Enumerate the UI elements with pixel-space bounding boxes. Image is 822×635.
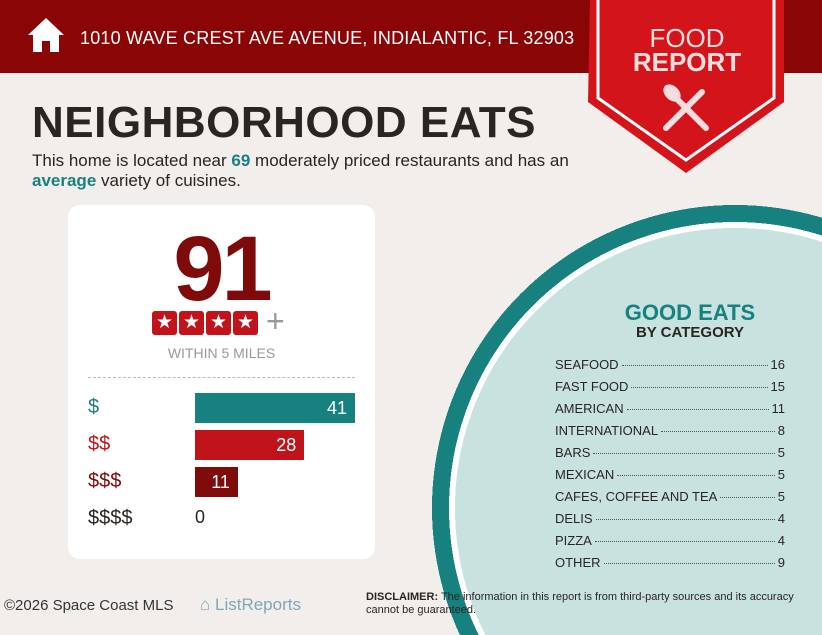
category-count: 4 — [777, 533, 785, 548]
category-name: MEXICAN — [555, 467, 615, 482]
star-icon: ★ — [179, 311, 204, 335]
categories-subtitle: BY CATEGORY — [635, 324, 745, 341]
category-row: AMERICAN 11 — [555, 401, 785, 416]
category-count: 5 — [777, 467, 785, 482]
leader-dots — [594, 541, 775, 542]
plus-icon: + — [266, 303, 285, 339]
category-row: MEXICAN 5 — [555, 467, 785, 482]
category-count: 16 — [770, 357, 785, 372]
category-count: 5 — [777, 445, 785, 460]
listreports-logo: ⌂ ListReports — [200, 595, 301, 614]
badge-line1: FOOD — [649, 23, 725, 53]
category-circle — [432, 205, 822, 635]
category-name: PIZZA — [555, 533, 592, 548]
category-row: SEAFOOD 16 — [555, 357, 785, 372]
category-name: DELIS — [555, 511, 593, 526]
price-label: $$ — [88, 433, 111, 455]
star-icon: ★ — [233, 311, 258, 335]
spoon-fork-icon — [663, 84, 709, 131]
leader-dots — [595, 519, 775, 520]
within-label: WITHIN 5 MILES — [167, 345, 276, 361]
price-row: $41 — [88, 393, 358, 423]
price-label: $$$$ — [88, 507, 133, 529]
leader-dots — [626, 409, 769, 410]
divider — [88, 377, 355, 378]
price-label: $ — [88, 396, 100, 418]
page-title: NEIGHBORHOOD EATS — [32, 98, 536, 147]
leader-dots — [603, 563, 775, 564]
categories-title: GOOD EATS — [624, 300, 756, 325]
category-name: SEAFOOD — [555, 357, 619, 372]
category-name: FAST FOOD — [555, 379, 629, 394]
description: This home is located near 69 moderately … — [32, 151, 569, 190]
price-bar: 41 — [195, 393, 355, 423]
leader-dots — [617, 475, 775, 476]
category-name: AMERICAN — [555, 401, 624, 416]
category-count: 15 — [770, 379, 785, 394]
score-card: 91 ★ ★ ★ ★ + WITHIN 5 MILES $41 $$ 28 $$$ 11 $$$… — [68, 205, 375, 559]
category-name: INTERNATIONAL — [555, 423, 659, 438]
food-report-badge — [588, 0, 784, 173]
leader-dots — [661, 431, 775, 432]
category-row: PIZZA 4 — [555, 533, 785, 548]
address: 1010 WAVE CREST AVE AVENUE, INDIALANTIC,… — [80, 28, 575, 48]
price-value: 0 — [195, 507, 206, 527]
star-icon: ★ — [206, 311, 231, 335]
category-row: DELIS 4 — [555, 511, 785, 526]
score-value: 91 — [173, 218, 272, 320]
category-row: OTHER 9 — [555, 555, 785, 570]
category-row: CAFES, COFFEE AND TEA 5 — [555, 489, 785, 504]
category-count: 8 — [777, 423, 785, 438]
leader-dots — [621, 365, 768, 366]
category-row: INTERNATIONAL 8 — [555, 423, 785, 438]
category-count: 9 — [777, 555, 785, 570]
category-row: BARS 5 — [555, 445, 785, 460]
price-row: $$$ 11 — [88, 467, 358, 497]
category-count: 5 — [777, 489, 785, 504]
leader-dots — [720, 497, 775, 498]
category-name: CAFES, COFFEE AND TEA — [555, 489, 718, 504]
price-row: $$ 28 — [88, 430, 358, 460]
copyright: ©2026 Space Coast MLS — [4, 597, 174, 614]
price-row: $$$$ 0 — [88, 504, 358, 534]
price-bar: 28 — [195, 430, 305, 460]
price-bar: 11 — [195, 467, 238, 497]
leader-dots — [631, 387, 768, 388]
category-name: BARS — [555, 445, 591, 460]
category-name: OTHER — [555, 555, 601, 570]
house-icon — [28, 18, 64, 52]
category-count: 4 — [777, 511, 785, 526]
star-rating: ★ ★ ★ ★ — [152, 311, 258, 335]
star-icon: ★ — [152, 311, 177, 335]
badge-line2: REPORT — [632, 47, 742, 77]
leader-dots — [593, 453, 775, 454]
category-row: FAST FOOD 15 — [555, 379, 785, 394]
price-label: $$$ — [88, 470, 122, 492]
category-count: 11 — [771, 401, 786, 416]
disclaimer: DISCLAIMER: The information in this repo… — [366, 591, 794, 616]
